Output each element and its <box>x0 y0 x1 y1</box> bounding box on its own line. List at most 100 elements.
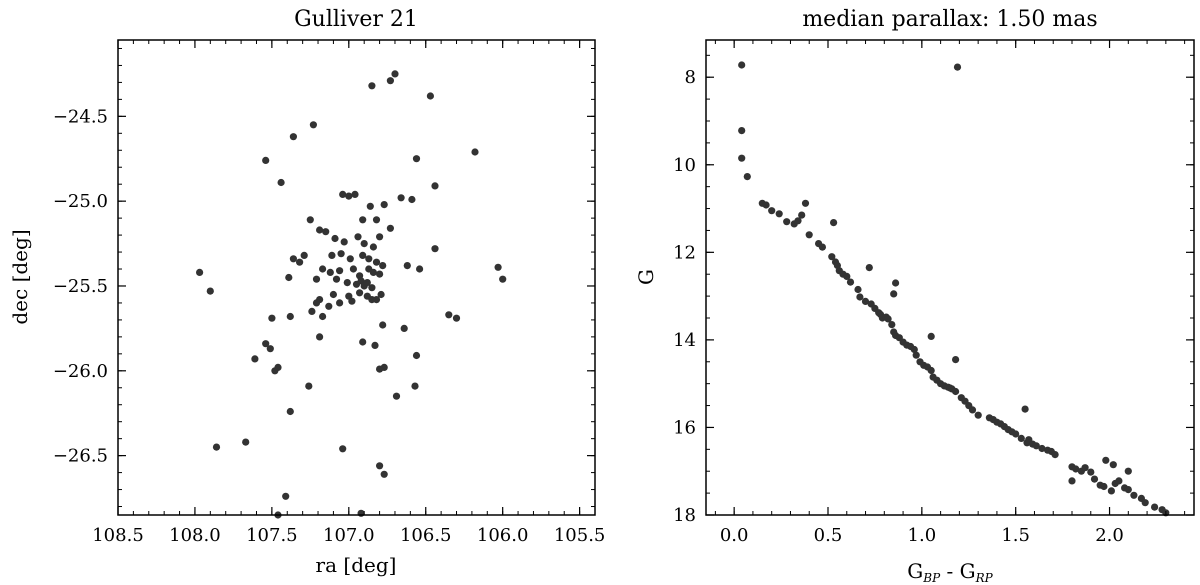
data-point <box>1087 468 1095 476</box>
x-tick-label: 106.5 <box>400 525 452 546</box>
data-point <box>359 216 367 224</box>
x-tick-label: 108.5 <box>92 525 144 546</box>
data-point <box>266 345 274 353</box>
data-point <box>371 341 379 349</box>
data-point <box>854 285 862 294</box>
chart-left: Gulliver 21 108.5 108.0 107.5 107.0 106.5 106… <box>8 7 605 577</box>
data-point <box>1017 434 1025 442</box>
data-point <box>1130 491 1138 499</box>
data-point <box>1109 461 1117 469</box>
x-tick-label: 0.0 <box>720 525 749 546</box>
data-point <box>888 321 896 329</box>
data-point <box>268 314 276 322</box>
data-point <box>363 279 371 287</box>
data-point <box>738 127 746 135</box>
x-tick-label: 2.0 <box>1095 525 1124 546</box>
data-point <box>351 190 359 198</box>
data-point <box>319 265 327 273</box>
data-point <box>357 509 365 517</box>
data-point <box>348 297 356 305</box>
chart-left-points <box>196 70 507 519</box>
data-point <box>768 207 776 215</box>
data-point <box>408 195 416 204</box>
data-point <box>262 156 270 164</box>
data-point <box>312 299 321 307</box>
data-point <box>277 178 285 187</box>
data-point <box>300 251 308 259</box>
data-point <box>372 216 381 224</box>
x-tick-label: 106.0 <box>477 525 529 546</box>
x-label-mid: - G <box>940 559 975 583</box>
data-point <box>306 216 314 224</box>
y-tick-label: 16 <box>673 417 696 438</box>
data-point <box>337 250 345 258</box>
data-point <box>431 245 439 253</box>
y-tick-label: 18 <box>673 505 696 526</box>
data-point <box>340 238 348 246</box>
data-point <box>798 211 806 219</box>
data-point <box>890 290 898 298</box>
data-point <box>349 265 357 273</box>
data-point <box>1032 442 1040 450</box>
data-point <box>828 253 836 261</box>
data-point <box>494 263 502 271</box>
data-point <box>1124 467 1132 475</box>
data-point <box>376 365 384 373</box>
data-point <box>738 61 746 69</box>
data-point <box>359 338 367 346</box>
data-point <box>412 155 421 163</box>
data-point <box>1081 464 1089 472</box>
data-point <box>262 340 270 348</box>
data-point <box>377 290 385 299</box>
data-point <box>1141 499 1149 507</box>
data-point <box>416 265 424 273</box>
chart-left-y-ticks: −24.5 −25.0 −25.5 −26.0 −26.5 <box>53 47 595 508</box>
data-point <box>376 462 384 470</box>
y-tick-label: −24.5 <box>53 106 108 127</box>
x-label-sub-rp: RP <box>975 571 994 585</box>
data-point <box>368 284 376 292</box>
data-point <box>316 226 324 234</box>
data-point <box>328 251 336 259</box>
y-tick-label: 10 <box>673 155 696 176</box>
data-point <box>952 387 960 396</box>
data-point <box>846 278 855 286</box>
data-point <box>818 243 827 251</box>
x-tick-label: 108.0 <box>169 525 221 546</box>
data-point <box>927 366 935 375</box>
data-point <box>212 443 221 451</box>
data-point <box>1068 477 1076 485</box>
data-point <box>861 297 870 305</box>
data-point <box>372 258 381 266</box>
data-point <box>251 355 259 363</box>
data-point <box>445 311 453 319</box>
chart-left-x-axis-label: ra [deg] <box>316 553 397 577</box>
data-point <box>316 333 324 341</box>
data-point <box>354 233 362 241</box>
y-tick-label: 12 <box>673 242 696 263</box>
data-point <box>743 173 751 181</box>
data-point <box>783 218 791 226</box>
data-point <box>968 406 977 414</box>
data-point <box>775 210 783 218</box>
data-point <box>345 192 353 200</box>
data-point <box>471 148 479 156</box>
data-point <box>312 275 321 283</box>
x-tick-label: 105.5 <box>554 525 606 546</box>
data-point <box>368 296 376 304</box>
data-point <box>271 367 279 375</box>
data-point <box>286 312 294 321</box>
chart-right-points <box>738 61 1170 517</box>
data-point <box>738 154 746 162</box>
data-point <box>1115 477 1123 485</box>
data-point <box>499 275 507 283</box>
data-point <box>892 279 900 287</box>
data-point <box>380 470 388 478</box>
data-point <box>952 356 960 364</box>
data-point <box>285 273 293 282</box>
chart-right-frame <box>705 39 1195 516</box>
data-point <box>282 492 290 500</box>
data-point <box>1012 430 1020 438</box>
y-tick-label: 8 <box>685 67 696 88</box>
